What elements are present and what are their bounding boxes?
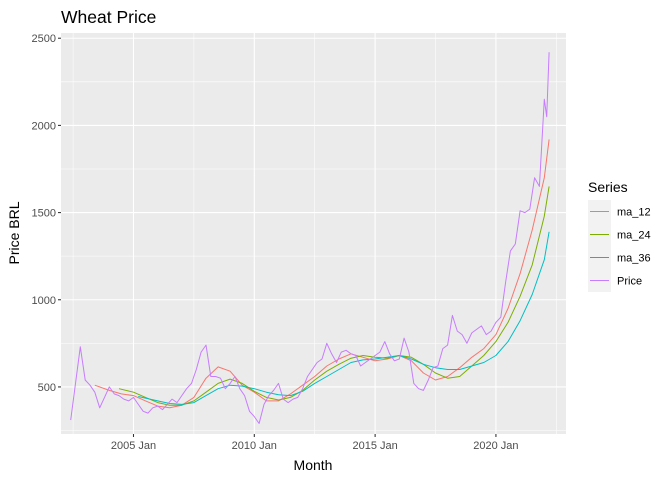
series-lines [70, 52, 550, 424]
series-line-ma-12 [94, 139, 550, 409]
legend-title: Series [588, 179, 628, 195]
x-axis: 2005 Jan 2010 Jan 2015 Jan 2020 Jan [111, 434, 519, 452]
x-tick-label: 2020 Jan [473, 440, 518, 452]
y-axis-title: Price BRL [6, 201, 22, 264]
legend-label-ma-24: ma_24 [617, 230, 651, 242]
series-line-ma-24 [118, 186, 550, 406]
y-tick-label: 2500 [32, 33, 56, 45]
grid-major [61, 33, 566, 434]
series-line-ma-36 [138, 231, 550, 405]
x-tick-label: 2005 Jan [111, 440, 156, 452]
plot-panel [61, 33, 566, 434]
legend: Series ma_12 ma_24 ma_36 Price [588, 179, 651, 292]
y-tick-label: 2000 [32, 120, 56, 132]
y-tick-label: 1500 [32, 208, 56, 220]
chart-title: Wheat Price [61, 7, 156, 27]
x-tick-label: 2010 Jan [232, 440, 277, 452]
x-axis-title: Month [294, 457, 333, 473]
y-tick-label: 500 [38, 382, 56, 394]
series-line-Price [70, 52, 550, 424]
grid-minor [61, 33, 566, 434]
legend-label-ma-36: ma_36 [617, 253, 651, 265]
legend-label-Price: Price [617, 276, 642, 288]
legend-label-ma-12: ma_12 [617, 207, 651, 219]
y-axis: 500 1000 1500 2000 2500 [32, 33, 61, 394]
legend-items: ma_12 ma_24 ma_36 Price [588, 200, 651, 292]
y-tick-label: 1000 [32, 295, 56, 307]
x-tick-label: 2015 Jan [352, 440, 397, 452]
